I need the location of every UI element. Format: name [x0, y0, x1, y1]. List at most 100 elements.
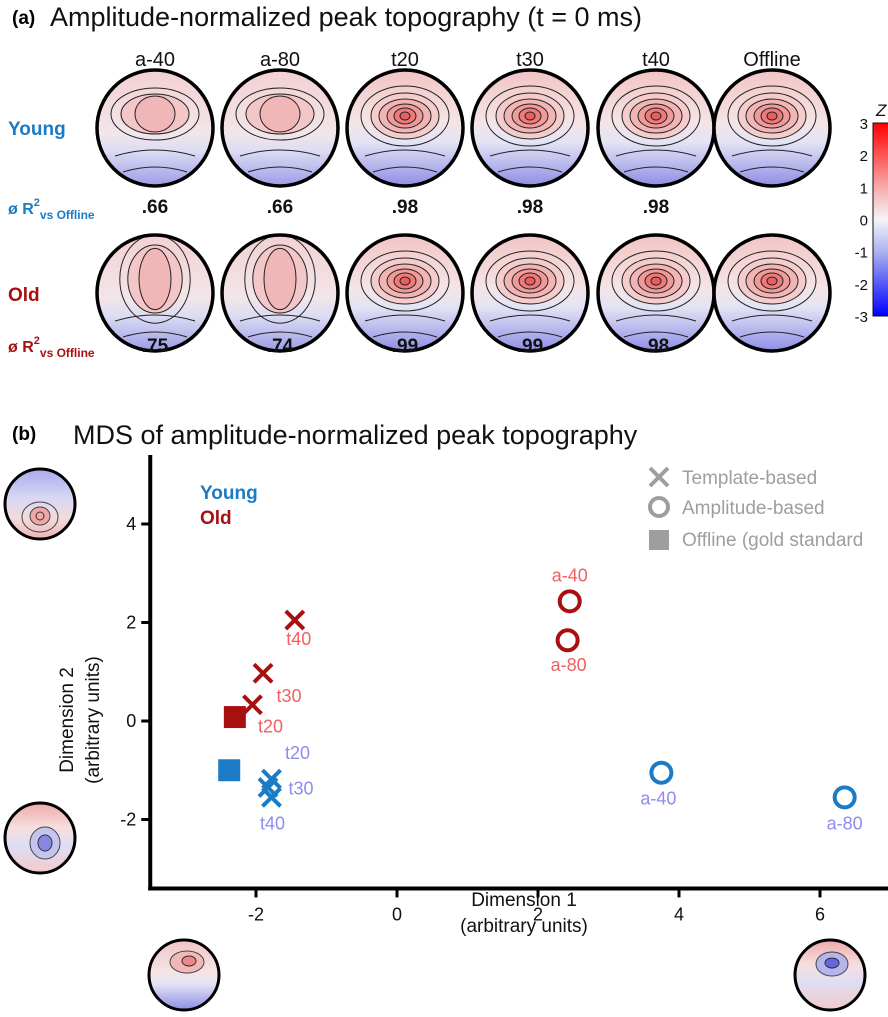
corner-topo-right-core	[824, 957, 840, 969]
topo-contour	[360, 250, 450, 312]
y-axis-label: Dimension 2 (arbitrary units)	[57, 656, 104, 784]
x-axis-label: Dimension 1 (arbitrary units)	[460, 890, 588, 937]
panel-b-letter: (b)	[12, 424, 36, 445]
point-label-young-cross-t20: t20	[285, 743, 310, 763]
point-label-young-cross-t40: t40	[260, 813, 285, 833]
topo-contour-low	[615, 149, 697, 157]
column-label-3: t30	[516, 49, 544, 71]
topo-contour-low	[239, 149, 321, 157]
colorbar-gradient	[872, 122, 888, 317]
x-tick-label: 0	[392, 904, 402, 924]
topo-outline	[220, 233, 340, 353]
old-row-label: Old	[8, 285, 40, 306]
legend-old: Old	[200, 508, 232, 529]
r2-value-young-2: .98	[392, 197, 418, 218]
y-axis-label-line: (arbitrary units)	[83, 656, 104, 784]
young-r2-sub: vs Offline	[40, 208, 95, 222]
cross-stroke	[257, 777, 279, 798]
topo-map-old-t20	[345, 233, 465, 353]
topo-contour-low	[247, 166, 313, 173]
legend-amplitude-label: Amplitude-based	[682, 498, 825, 519]
topo-contour-low	[114, 149, 196, 157]
topo-contour	[611, 85, 701, 147]
point-young-circle-a-80	[832, 785, 857, 810]
y-axis-ticks: -2 0 2 4	[120, 514, 151, 830]
corner-topo-bottom-head	[147, 938, 221, 1012]
marker-legend: Template-based Amplitude-based Offline (…	[648, 466, 863, 551]
topo-contour-low	[731, 149, 813, 157]
topo-contour	[727, 85, 817, 147]
corner-topo-top-peak	[29, 506, 51, 526]
r2-value-young-1: .66	[267, 197, 293, 218]
topo-outline	[345, 68, 465, 188]
topo-contour	[235, 87, 325, 141]
point-label-young-circle-a-40: a-40	[640, 789, 676, 809]
panel-a-title: Amplitude-normalized peak topography (t …	[50, 2, 642, 32]
panel-b: (b) MDS of amplitude-normalized peak top…	[3, 420, 888, 1012]
topo-map-young-t30	[470, 68, 590, 188]
corner-topo-bottom	[147, 938, 221, 1012]
x-tick-label: 6	[815, 904, 825, 924]
topo-contour-low	[239, 314, 321, 322]
topo-contour	[138, 247, 172, 311]
cross-stroke	[261, 786, 282, 808]
r2-values: .66 .66 .98 .98 .98 .75 .74 .99 .99 .98	[142, 197, 669, 357]
x-tick-label: 4	[674, 904, 684, 924]
corner-topo-left-core	[37, 834, 53, 852]
point-label-old-circle-a-40: a-40	[552, 565, 588, 585]
cross-stroke	[242, 694, 263, 716]
young-row-label: Young	[8, 119, 66, 140]
legend-offline-label: Offline (gold standard	[682, 530, 863, 551]
topo-contour-low	[364, 149, 446, 157]
topo-contour	[399, 276, 411, 286]
topo-map-young-a-80	[220, 68, 340, 188]
panel-a: (a) Amplitude-normalized peak topography…	[8, 2, 888, 360]
cross-stroke	[284, 609, 306, 631]
r2-value-young-4: .98	[643, 197, 669, 218]
x-tick-label: -2	[248, 904, 264, 924]
topo-contour	[524, 111, 536, 121]
topo-map-young-t20	[345, 68, 465, 188]
topo-contour-low	[739, 166, 805, 173]
topo-contour-low	[489, 149, 571, 157]
topo-contour	[650, 276, 662, 286]
legend-cross-icon	[648, 466, 670, 488]
r2-value-old-4: .98	[643, 336, 669, 357]
old-r2-sub: vs Offline	[40, 346, 95, 360]
point-old-cross-t30	[252, 662, 274, 684]
column-label-0: a-40	[135, 49, 175, 71]
legend-template-label: Template-based	[682, 468, 817, 489]
point-young-square	[218, 759, 241, 782]
topo-contour	[360, 85, 450, 147]
colorbar-tick-5: -2	[855, 277, 868, 294]
colorbar-tick-6: -3	[855, 309, 868, 326]
r2-value-old-3: .99	[517, 336, 543, 357]
legend-circle-icon	[648, 496, 670, 518]
topo-outline	[712, 233, 832, 353]
colorbar-tick-4: -1	[855, 245, 868, 262]
topo-contour	[134, 95, 176, 133]
column-label-5: Offline	[743, 49, 800, 71]
r2-value-old-2: .99	[392, 336, 418, 357]
corner-topo-top-core	[35, 511, 45, 521]
corner-topo-top	[3, 467, 77, 541]
topo-contour	[263, 247, 297, 311]
topo-contour	[524, 276, 536, 286]
corner-topo-bottom-core	[181, 955, 197, 967]
point-label-young-circle-a-80: a-80	[827, 813, 863, 833]
r2-value-old-1: .74	[267, 336, 294, 357]
topo-contour-low	[497, 166, 563, 173]
young-r2-label: ø R2vs Offline	[8, 197, 95, 222]
topo-map-young-t40	[596, 68, 716, 188]
y-axis-label-line: Dimension 2	[57, 667, 78, 773]
topo-contour	[485, 85, 575, 147]
x-axis-label-line: (arbitrary units)	[460, 916, 588, 937]
x-axis-label-line: Dimension 1	[471, 890, 577, 911]
point-old-circle-a-80	[555, 628, 580, 653]
young-r2-sup: 2	[34, 197, 40, 209]
point-old-square	[223, 706, 246, 729]
young-r2-prefix: ø R	[8, 201, 34, 218]
topo-contour-low	[623, 166, 689, 173]
colorbar-tick-1: 2	[860, 148, 868, 165]
